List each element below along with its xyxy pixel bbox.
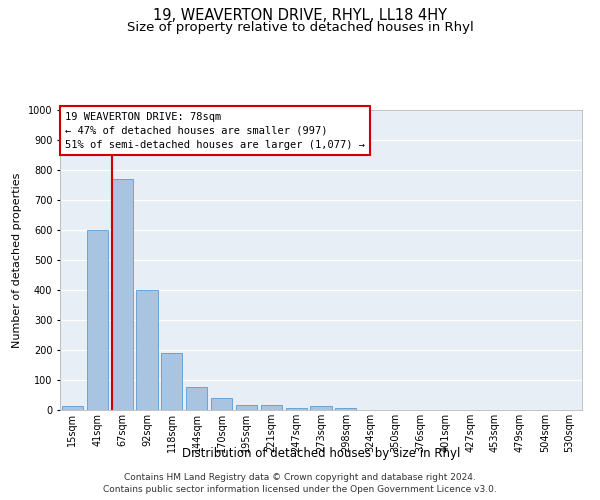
Text: 19, WEAVERTON DRIVE, RHYL, LL18 4HY: 19, WEAVERTON DRIVE, RHYL, LL18 4HY — [153, 8, 447, 22]
Bar — [136, 290, 158, 410]
Text: Contains public sector information licensed under the Open Government Licence v3: Contains public sector information licen… — [103, 485, 497, 494]
Bar — [161, 353, 182, 410]
Bar — [62, 406, 83, 410]
Text: Size of property relative to detached houses in Rhyl: Size of property relative to detached ho… — [127, 21, 473, 34]
Bar — [261, 405, 282, 410]
Bar — [87, 230, 108, 410]
Bar — [236, 405, 257, 410]
Bar — [335, 408, 356, 410]
Text: Contains HM Land Registry data © Crown copyright and database right 2024.: Contains HM Land Registry data © Crown c… — [124, 472, 476, 482]
Bar — [112, 179, 133, 410]
Bar — [186, 386, 207, 410]
Text: 19 WEAVERTON DRIVE: 78sqm
← 47% of detached houses are smaller (997)
51% of semi: 19 WEAVERTON DRIVE: 78sqm ← 47% of detac… — [65, 112, 365, 150]
Bar — [286, 408, 307, 410]
Y-axis label: Number of detached properties: Number of detached properties — [13, 172, 22, 348]
Bar — [211, 398, 232, 410]
Bar — [310, 406, 332, 410]
Text: Distribution of detached houses by size in Rhyl: Distribution of detached houses by size … — [182, 448, 460, 460]
